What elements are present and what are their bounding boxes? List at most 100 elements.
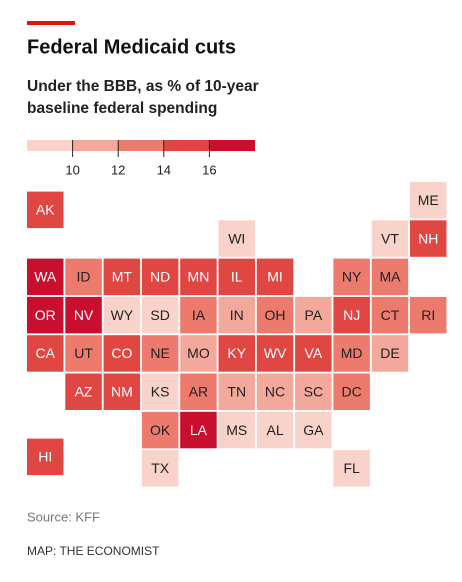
- state-tile: [295, 373, 332, 410]
- state-label: IA: [192, 307, 206, 323]
- state-label: AR: [189, 383, 208, 399]
- state-tile: [410, 220, 447, 257]
- state-tile: [141, 296, 179, 334]
- state-label: MD: [341, 345, 363, 361]
- state-label: ME: [418, 192, 439, 208]
- state-label: OK: [150, 422, 171, 438]
- state-tile: [295, 296, 332, 334]
- state-label: PA: [305, 307, 323, 323]
- state-tile: [65, 373, 102, 410]
- state-label: IL: [231, 269, 243, 285]
- state-tile: [180, 411, 217, 449]
- state-label: WY: [111, 307, 134, 323]
- state-label: RI: [421, 307, 435, 323]
- state-label: NC: [265, 383, 285, 399]
- state-tile: [65, 258, 102, 296]
- state-tile: [218, 296, 255, 334]
- state-tile: [141, 411, 179, 449]
- state-label: AK: [36, 202, 55, 218]
- state-label: MI: [267, 269, 283, 285]
- state-label: MN: [188, 269, 210, 285]
- state-tile: [371, 335, 409, 372]
- state-label: CA: [36, 345, 56, 361]
- legend-label: 12: [111, 162, 125, 177]
- state-label: OH: [265, 307, 286, 323]
- state-tile: [27, 191, 64, 229]
- state-tile: [218, 373, 255, 410]
- state-tile: [27, 296, 64, 334]
- state-tile: [27, 258, 64, 296]
- state-label: AZ: [75, 383, 93, 399]
- state-tile: [295, 335, 332, 372]
- accent-bar: [27, 21, 75, 25]
- state-label: HI: [38, 449, 52, 465]
- state-label: TX: [151, 460, 170, 476]
- state-label: DE: [380, 345, 399, 361]
- credit: MAP: THE ECONOMIST: [27, 544, 160, 558]
- state-label: SC: [304, 383, 323, 399]
- state-tile: [371, 220, 409, 257]
- state-tile: [371, 258, 409, 296]
- state-label: GA: [303, 422, 324, 438]
- state-tile: [256, 296, 294, 334]
- state-tile: [141, 258, 179, 296]
- state-tile: [103, 258, 141, 296]
- state-tile: [141, 335, 179, 372]
- state-label: IN: [230, 307, 244, 323]
- state-label: FL: [343, 460, 360, 476]
- state-tile: [180, 373, 217, 410]
- state-tile: [295, 411, 332, 449]
- state-tile: [256, 373, 294, 410]
- state-label: MS: [226, 422, 247, 438]
- state-label: WV: [264, 345, 287, 361]
- state-label: NY: [342, 269, 362, 285]
- state-tile: [218, 220, 255, 257]
- state-label: SD: [150, 307, 169, 323]
- state-tile: [180, 335, 217, 372]
- state-label: DC: [342, 383, 362, 399]
- state-tile: [256, 335, 294, 372]
- state-tile: [333, 450, 370, 487]
- state-tile: [410, 296, 447, 334]
- state-label: LA: [190, 422, 208, 438]
- legend-swatch: [163, 140, 210, 151]
- state-label: KY: [227, 345, 246, 361]
- state-label: ND: [150, 269, 170, 285]
- state-label: AL: [266, 422, 283, 438]
- state-label: KS: [151, 383, 170, 399]
- legend-label: 16: [202, 162, 216, 177]
- legend-swatch: [72, 140, 119, 151]
- source: Source: KFF: [27, 509, 100, 524]
- state-tile: [333, 373, 370, 410]
- state-label: VT: [381, 230, 399, 246]
- state-tile: [333, 258, 370, 296]
- legend-label: 10: [65, 162, 79, 177]
- state-tile: [103, 373, 141, 410]
- state-label: NH: [418, 230, 438, 246]
- state-label: OR: [35, 307, 56, 323]
- state-tile: [180, 296, 217, 334]
- state-tile: [65, 335, 102, 372]
- title: Federal Medicaid cuts: [27, 36, 236, 58]
- subtitle: baseline federal spending: [27, 100, 217, 117]
- state-tile: [333, 335, 370, 372]
- state-label: MT: [112, 269, 133, 285]
- state-label: CO: [111, 345, 132, 361]
- state-label: CT: [381, 307, 400, 323]
- state-tile: [218, 335, 255, 372]
- state-tile: [256, 258, 294, 296]
- state-tile: [180, 258, 217, 296]
- legend-swatch: [118, 140, 164, 151]
- state-tile: [141, 450, 179, 487]
- state-label: NM: [111, 383, 133, 399]
- state-tile: [27, 335, 64, 372]
- state-tile: [103, 335, 141, 372]
- state-label: NV: [74, 307, 94, 323]
- state-tile: [371, 296, 409, 334]
- state-tile: [218, 258, 255, 296]
- state-tile: [218, 411, 255, 449]
- legend-swatch: [209, 140, 255, 151]
- state-tile: [333, 296, 370, 334]
- state-label: UT: [74, 345, 93, 361]
